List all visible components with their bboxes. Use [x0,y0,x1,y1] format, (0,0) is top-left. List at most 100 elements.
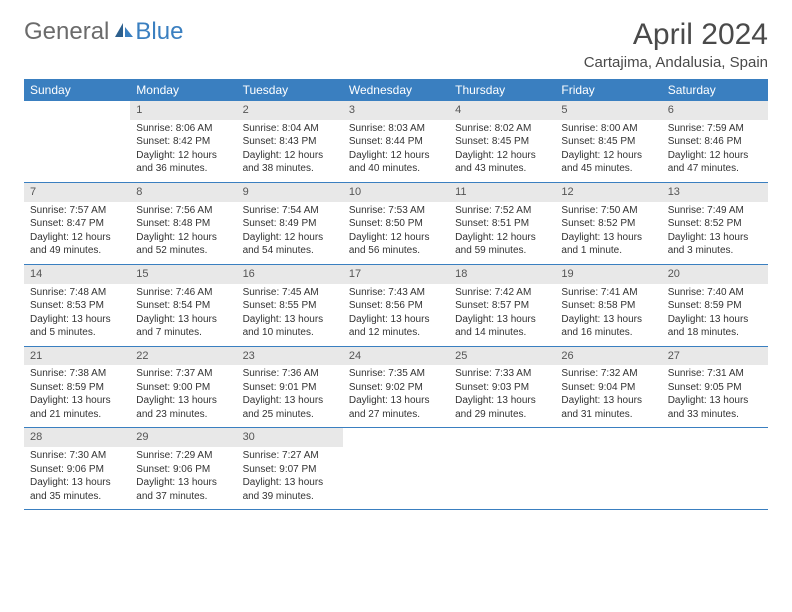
sunset-text: Sunset: 9:02 PM [349,381,443,395]
empty-day-cell [555,428,661,509]
day-number: 5 [555,101,661,120]
sunset-text: Sunset: 8:45 PM [455,135,549,149]
sunset-text: Sunset: 9:03 PM [455,381,549,395]
daylight-text: Daylight: 13 hours and 31 minutes. [561,394,655,421]
day-content: Sunrise: 7:56 AMSunset: 8:48 PMDaylight:… [130,202,236,264]
sunset-text: Sunset: 8:59 PM [30,381,124,395]
daylight-text: Daylight: 12 hours and 49 minutes. [30,231,124,258]
weekday-header: Friday [555,79,661,101]
day-content: Sunrise: 7:35 AMSunset: 9:02 PMDaylight:… [343,365,449,427]
day-cell: 15Sunrise: 7:46 AMSunset: 8:54 PMDayligh… [130,265,236,346]
sunrise-text: Sunrise: 7:50 AM [561,204,655,218]
location-label: Cartajima, Andalusia, Spain [584,54,768,71]
day-content: Sunrise: 7:40 AMSunset: 8:59 PMDaylight:… [662,284,768,346]
daylight-text: Daylight: 12 hours and 38 minutes. [243,149,337,176]
daylight-text: Daylight: 13 hours and 25 minutes. [243,394,337,421]
sunrise-text: Sunrise: 7:49 AM [668,204,762,218]
day-content: Sunrise: 7:54 AMSunset: 8:49 PMDaylight:… [237,202,343,264]
day-content: Sunrise: 7:33 AMSunset: 9:03 PMDaylight:… [449,365,555,427]
sunrise-text: Sunrise: 7:27 AM [243,449,337,463]
day-cell: 26Sunrise: 7:32 AMSunset: 9:04 PMDayligh… [555,347,661,428]
day-number: 7 [24,183,130,202]
day-content: Sunrise: 8:06 AMSunset: 8:42 PMDaylight:… [130,120,236,182]
day-content: Sunrise: 7:36 AMSunset: 9:01 PMDaylight:… [237,365,343,427]
empty-day-cell [662,428,768,509]
sunrise-text: Sunrise: 7:53 AM [349,204,443,218]
day-cell: 11Sunrise: 7:52 AMSunset: 8:51 PMDayligh… [449,183,555,264]
day-cell: 10Sunrise: 7:53 AMSunset: 8:50 PMDayligh… [343,183,449,264]
sunset-text: Sunset: 8:51 PM [455,217,549,231]
day-number: 6 [662,101,768,120]
day-content: Sunrise: 7:37 AMSunset: 9:00 PMDaylight:… [130,365,236,427]
daylight-text: Daylight: 13 hours and 1 minute. [561,231,655,258]
sunrise-text: Sunrise: 7:45 AM [243,286,337,300]
sunrise-text: Sunrise: 7:56 AM [136,204,230,218]
day-number: 20 [662,265,768,284]
sunset-text: Sunset: 8:56 PM [349,299,443,313]
sunrise-text: Sunrise: 7:37 AM [136,367,230,381]
daylight-text: Daylight: 13 hours and 37 minutes. [136,476,230,503]
sunset-text: Sunset: 8:53 PM [30,299,124,313]
day-number: 25 [449,347,555,366]
day-number: 10 [343,183,449,202]
day-number: 26 [555,347,661,366]
page-header: General Blue April 2024 Cartajima, Andal… [24,18,768,71]
logo-sails-icon [113,18,135,46]
sunrise-text: Sunrise: 7:38 AM [30,367,124,381]
day-cell: 3Sunrise: 8:03 AMSunset: 8:44 PMDaylight… [343,101,449,182]
week-row: 28Sunrise: 7:30 AMSunset: 9:06 PMDayligh… [24,428,768,510]
sunset-text: Sunset: 8:47 PM [30,217,124,231]
week-row: 14Sunrise: 7:48 AMSunset: 8:53 PMDayligh… [24,265,768,347]
day-number: 13 [662,183,768,202]
day-cell: 18Sunrise: 7:42 AMSunset: 8:57 PMDayligh… [449,265,555,346]
daylight-text: Daylight: 13 hours and 10 minutes. [243,313,337,340]
day-number: 21 [24,347,130,366]
sunset-text: Sunset: 8:42 PM [136,135,230,149]
logo: General Blue [24,18,183,46]
daylight-text: Daylight: 13 hours and 5 minutes. [30,313,124,340]
sunrise-text: Sunrise: 7:43 AM [349,286,443,300]
day-cell: 6Sunrise: 7:59 AMSunset: 8:46 PMDaylight… [662,101,768,182]
day-cell: 25Sunrise: 7:33 AMSunset: 9:03 PMDayligh… [449,347,555,428]
day-cell: 14Sunrise: 7:48 AMSunset: 8:53 PMDayligh… [24,265,130,346]
weekday-header: Saturday [662,79,768,101]
day-cell: 22Sunrise: 7:37 AMSunset: 9:00 PMDayligh… [130,347,236,428]
sunrise-text: Sunrise: 7:52 AM [455,204,549,218]
title-block: April 2024 Cartajima, Andalusia, Spain [584,18,768,71]
day-cell: 28Sunrise: 7:30 AMSunset: 9:06 PMDayligh… [24,428,130,509]
day-number: 3 [343,101,449,120]
day-content: Sunrise: 7:45 AMSunset: 8:55 PMDaylight:… [237,284,343,346]
day-content: Sunrise: 7:48 AMSunset: 8:53 PMDaylight:… [24,284,130,346]
sunrise-text: Sunrise: 7:35 AM [349,367,443,381]
daylight-text: Daylight: 13 hours and 29 minutes. [455,394,549,421]
sunrise-text: Sunrise: 7:40 AM [668,286,762,300]
day-cell: 2Sunrise: 8:04 AMSunset: 8:43 PMDaylight… [237,101,343,182]
sunrise-text: Sunrise: 8:00 AM [561,122,655,136]
sunrise-text: Sunrise: 7:48 AM [30,286,124,300]
daylight-text: Daylight: 12 hours and 52 minutes. [136,231,230,258]
day-number: 11 [449,183,555,202]
day-number: 12 [555,183,661,202]
day-number: 9 [237,183,343,202]
day-content: Sunrise: 8:03 AMSunset: 8:44 PMDaylight:… [343,120,449,182]
day-number: 14 [24,265,130,284]
day-content: Sunrise: 8:02 AMSunset: 8:45 PMDaylight:… [449,120,555,182]
day-content: Sunrise: 7:42 AMSunset: 8:57 PMDaylight:… [449,284,555,346]
day-content: Sunrise: 7:52 AMSunset: 8:51 PMDaylight:… [449,202,555,264]
day-cell: 19Sunrise: 7:41 AMSunset: 8:58 PMDayligh… [555,265,661,346]
day-number: 16 [237,265,343,284]
daylight-text: Daylight: 13 hours and 3 minutes. [668,231,762,258]
day-number: 28 [24,428,130,447]
day-number: 22 [130,347,236,366]
day-cell: 8Sunrise: 7:56 AMSunset: 8:48 PMDaylight… [130,183,236,264]
weeks-container: 1Sunrise: 8:06 AMSunset: 8:42 PMDaylight… [24,101,768,510]
daylight-text: Daylight: 13 hours and 23 minutes. [136,394,230,421]
sunrise-text: Sunrise: 8:03 AM [349,122,443,136]
day-cell: 9Sunrise: 7:54 AMSunset: 8:49 PMDaylight… [237,183,343,264]
day-content: Sunrise: 7:31 AMSunset: 9:05 PMDaylight:… [662,365,768,427]
day-cell: 5Sunrise: 8:00 AMSunset: 8:45 PMDaylight… [555,101,661,182]
logo-text-blue: Blue [135,18,183,46]
daylight-text: Daylight: 12 hours and 47 minutes. [668,149,762,176]
daylight-text: Daylight: 12 hours and 43 minutes. [455,149,549,176]
empty-day-cell [343,428,449,509]
